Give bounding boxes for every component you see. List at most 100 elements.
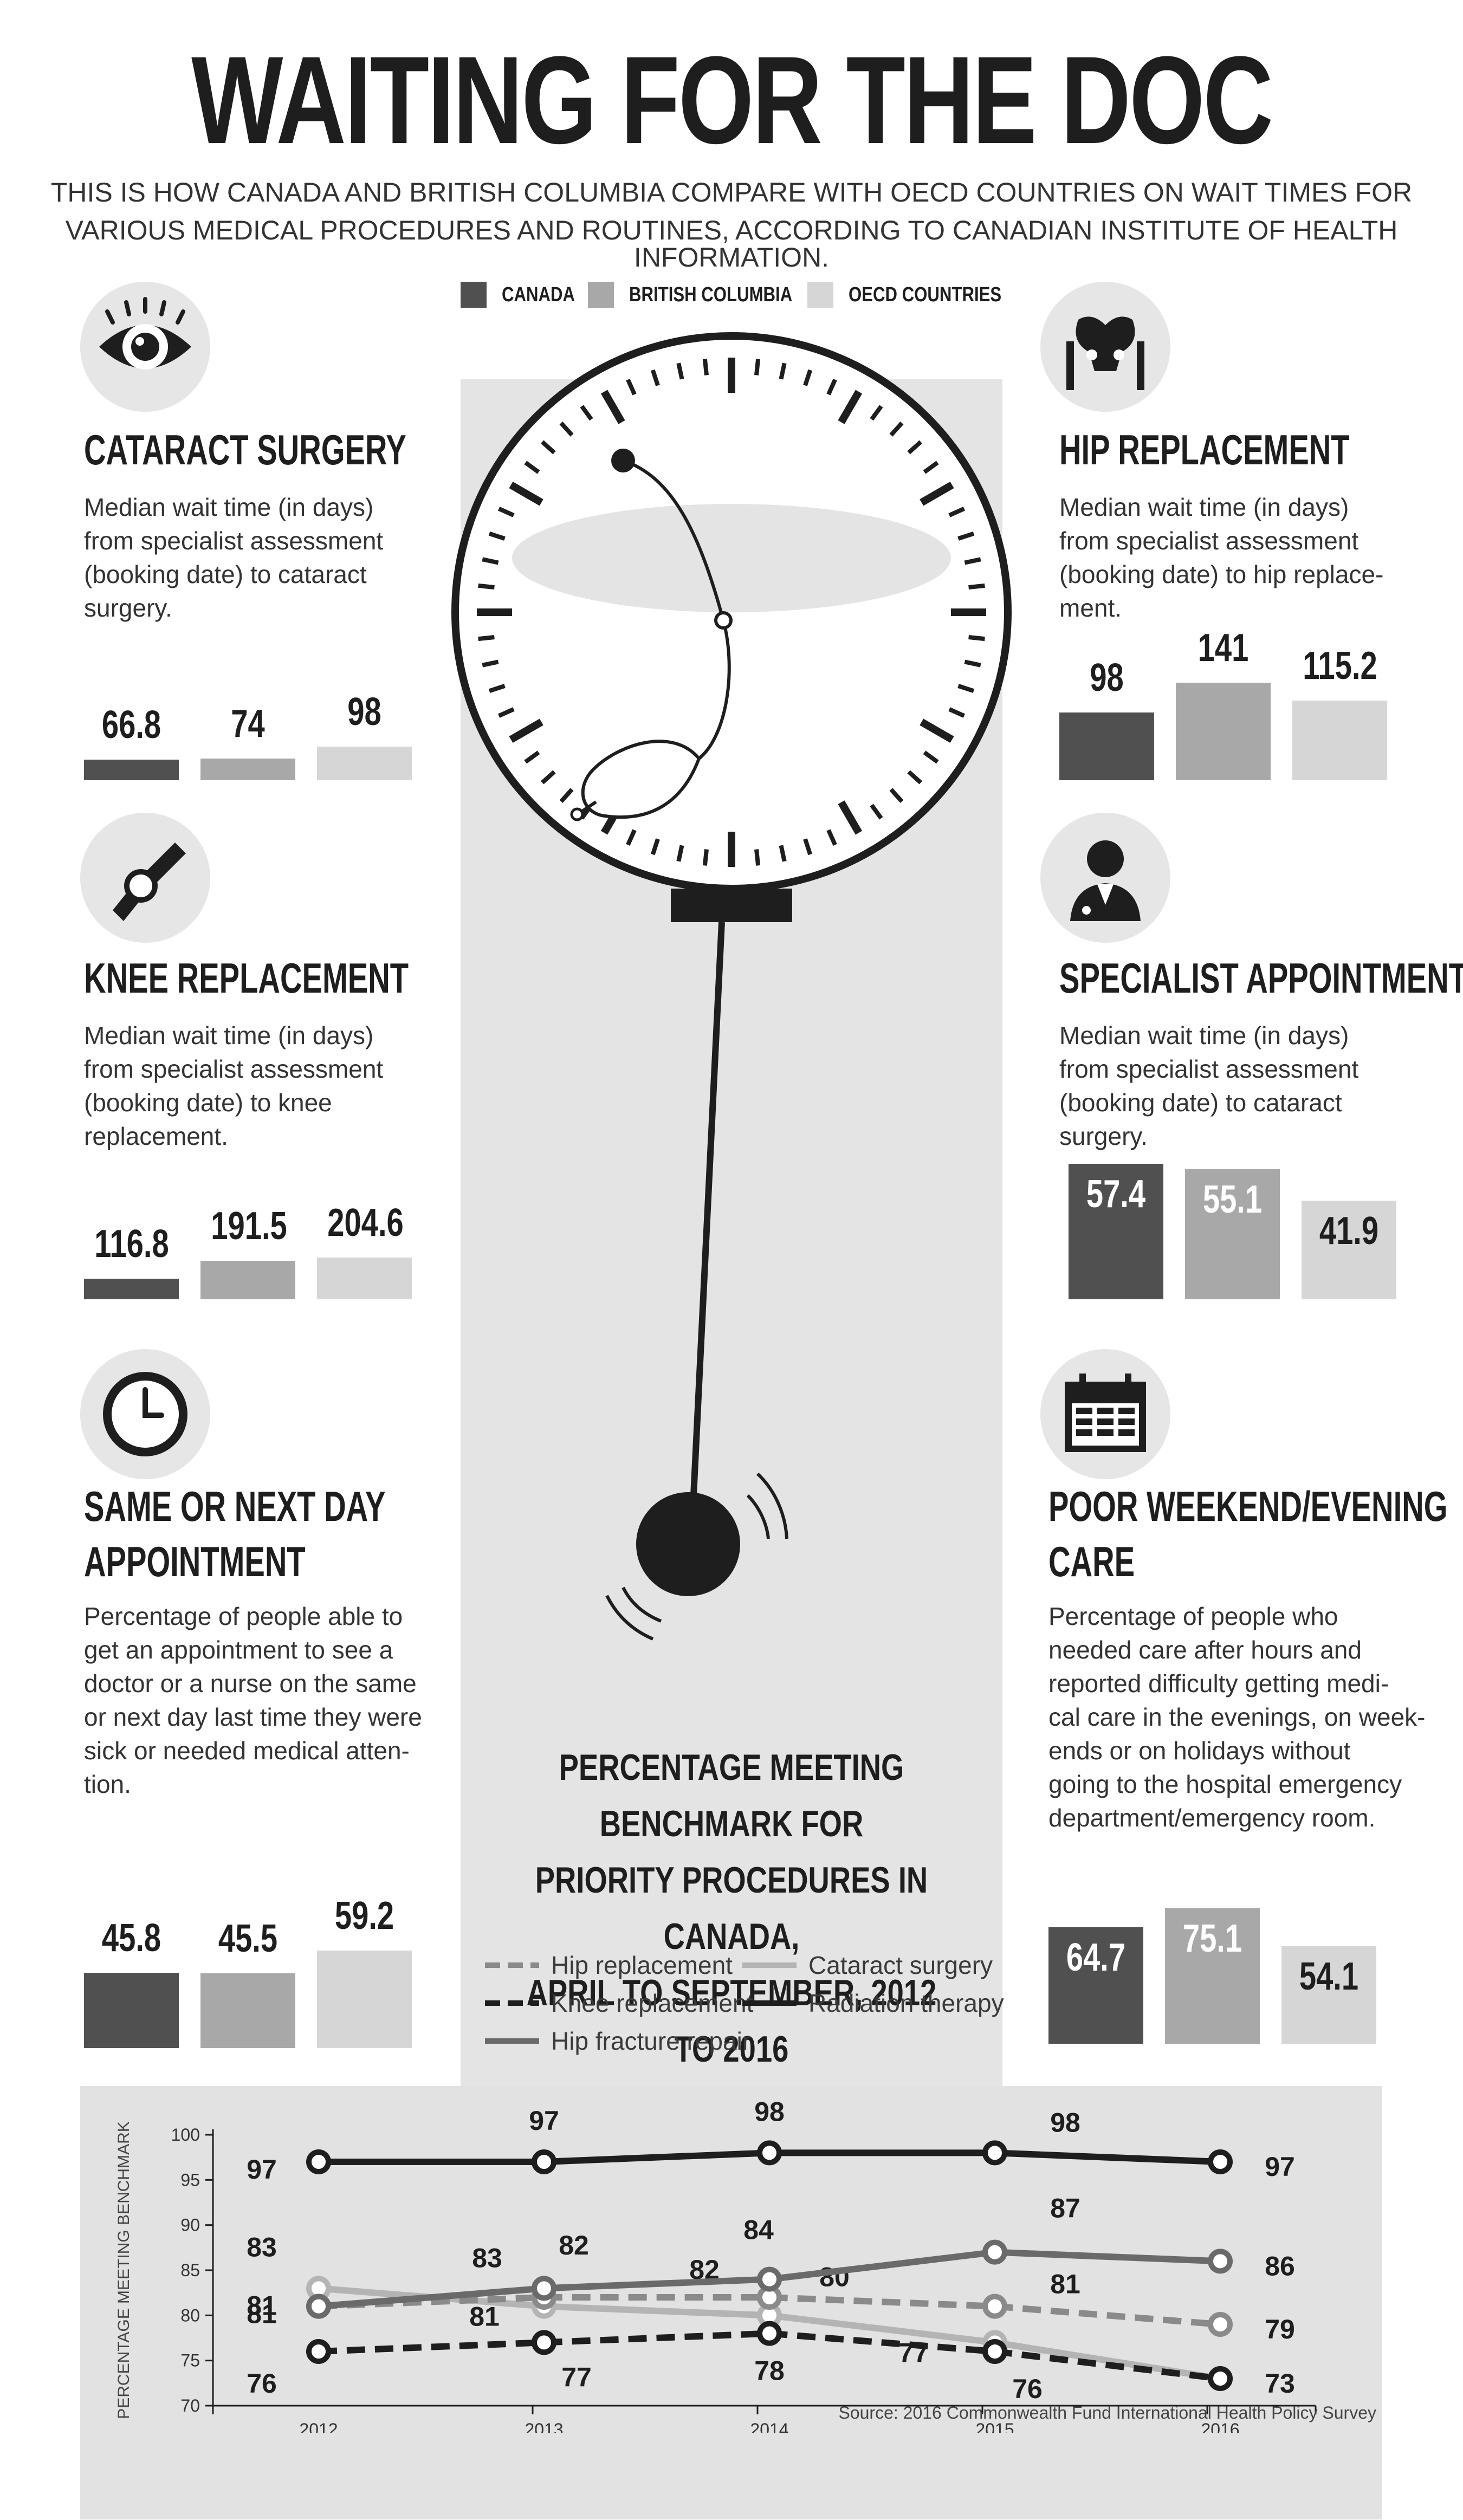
weekend-title-2: CARE: [1048, 1538, 1135, 1585]
same_day-value-bc: 45.5: [218, 1916, 278, 1960]
knee-value-canada: 116.8: [94, 1222, 169, 1266]
clock-tick: [870, 405, 883, 421]
series-point-radiation-therapy: [306, 2149, 331, 2174]
clock-tick: [964, 557, 981, 565]
clock-tick: [754, 359, 761, 375]
clock-tick: [559, 422, 574, 437]
clock-tick: [498, 707, 515, 718]
clock-tick: [907, 770, 922, 785]
specialist-description: Median wait time (in days) from specialis…: [1059, 1021, 1359, 1150]
motion-line: [746, 1494, 770, 1539]
y-tick-label: 80: [180, 2305, 200, 2325]
source-note: Source: 2016 Commonwealth Fund Internati…: [838, 2403, 1376, 2422]
clock-tick: [541, 440, 556, 455]
specialist-value-bc: 55.1: [1202, 1178, 1263, 1222]
clock-tick: [702, 849, 709, 866]
data-label-cataract-surgery: 83: [247, 2232, 277, 2262]
y-axis-label: PERCENTAGE MEETING BENCHMARK: [115, 2121, 133, 2419]
weekend-bar-oecd: [1281, 1946, 1376, 2044]
data-label-radiation-therapy: 97: [247, 2154, 277, 2185]
series-point-knee-replacement: [1208, 2366, 1233, 2391]
series-point-knee-replacement: [982, 2339, 1007, 2364]
data-label-hip-fracture-repair: 83: [472, 2243, 502, 2273]
y-tick-label: 75: [180, 2351, 200, 2370]
clock-base: [671, 889, 792, 922]
clock-tick: [779, 362, 787, 380]
series-point-knee-replacement: [532, 2330, 556, 2355]
x-tick-label: 2015: [975, 2420, 1014, 2433]
same-day-title-2: APPOINTMENT: [84, 1538, 306, 1585]
series-point-hip-replacement: [1208, 2312, 1233, 2337]
legend-label-canada: CANADA: [502, 283, 575, 306]
clock-tick: [826, 829, 837, 846]
legend-item-canada: CANADA: [461, 282, 591, 308]
clock-tick: [702, 359, 709, 375]
specialist-bar-bc: [1185, 1169, 1280, 1299]
clock-tick: [478, 583, 495, 589]
y-tick-label: 100: [171, 2125, 200, 2145]
data-label-knee-replacement: 78: [754, 2356, 785, 2386]
data-label-hip-replacement: 82: [559, 2230, 589, 2260]
series-point-hip-replacement: [982, 2294, 1007, 2319]
clock-tick: [968, 583, 985, 589]
weekend-bar-canada: [1048, 1927, 1143, 2044]
cataract-value-bc: 74: [231, 702, 265, 746]
cataract-bar-bc: [200, 758, 295, 780]
data-label-hip-replacement: 81: [1050, 2269, 1080, 2299]
hip-bar-oecd: [1292, 700, 1387, 780]
hip-value-canada: 98: [1090, 656, 1124, 699]
cataract-title: CATARACT SURGERY: [84, 426, 406, 474]
same_day-bar-oecd: [317, 1951, 412, 2048]
specialist-value-oecd: 41.9: [1319, 1209, 1379, 1253]
hip-bar-canada: [1059, 712, 1154, 780]
same_day-bar-bc: [200, 1973, 295, 2048]
knee-bar-bc: [200, 1260, 295, 1299]
clock-tick: [889, 422, 904, 437]
clock-tick: [838, 390, 863, 424]
hip-value-oecd: 115.2: [1303, 644, 1377, 688]
clock-tick: [676, 845, 684, 862]
y-tick-label: 85: [180, 2260, 200, 2280]
series-point-radiation-therapy: [1208, 2149, 1233, 2174]
x-tick-label: 2016: [1201, 2420, 1239, 2433]
data-label-knee-replacement: 76: [1012, 2374, 1043, 2404]
series-point-hip-fracture-repair: [532, 2276, 556, 2301]
weekend-value-canada: 64.7: [1066, 1935, 1126, 1979]
series-point-radiation-therapy: [532, 2149, 556, 2174]
line-legend-radiation-therapy: Radiation therapy: [742, 1989, 1004, 2017]
line-legend-knee-replacement: Knee replacement: [485, 1989, 754, 2017]
doctor-icon: [1040, 813, 1170, 943]
knee-description: Median wait time (in days) from specialis…: [84, 1021, 384, 1150]
clock-tick: [524, 750, 540, 764]
data-label-knee-replacement: 73: [1265, 2368, 1295, 2399]
clock-tick: [482, 659, 499, 668]
line-chart-title: PERCENTAGE MEETING BENCHMARK FOR PRIORITY…: [526, 1747, 937, 2070]
same_day-bar-canada: [84, 1972, 179, 2048]
eye-icon: [80, 282, 210, 412]
legend-label-bc: BRITISH COLUMBIA: [629, 283, 793, 306]
data-label-cataract-surgery: 80: [819, 2262, 850, 2292]
knee-value-oecd: 204.6: [327, 1201, 404, 1245]
clock-tick: [650, 369, 660, 386]
data-label-radiation-therapy: 98: [1050, 2107, 1080, 2137]
data-label-radiation-therapy: 97: [529, 2106, 559, 2136]
clock-tick: [948, 707, 965, 718]
clock-shade: [512, 504, 951, 612]
clock-tick: [580, 405, 593, 421]
cataract-value-oecd: 98: [347, 690, 381, 734]
clock-tick: [838, 800, 863, 835]
clock-tick: [650, 838, 660, 856]
legend-swatch-oecd: [807, 282, 833, 308]
clock-tick: [559, 788, 574, 803]
weekend-bar-bc: [1165, 1908, 1260, 2044]
subtitle-line-2: VARIOUS MEDICAL PROCEDURES AND ROUTINES,…: [65, 215, 1398, 273]
legend: CANADA BRITISH COLUMBIA OECD COUNTRIES: [461, 282, 1002, 320]
legend-swatch-bc: [588, 282, 614, 308]
legend-label-oecd: OECD COUNTRIES: [849, 283, 1002, 306]
knee-bar-oecd: [317, 1258, 412, 1299]
same_day-value-canada: 45.8: [101, 1916, 161, 1960]
knee-title: KNEE REPLACEMENT: [84, 954, 409, 1002]
knee-bar-canada: [84, 1278, 179, 1299]
y-tick-label: 70: [180, 2396, 200, 2415]
clock-tick: [626, 829, 637, 846]
